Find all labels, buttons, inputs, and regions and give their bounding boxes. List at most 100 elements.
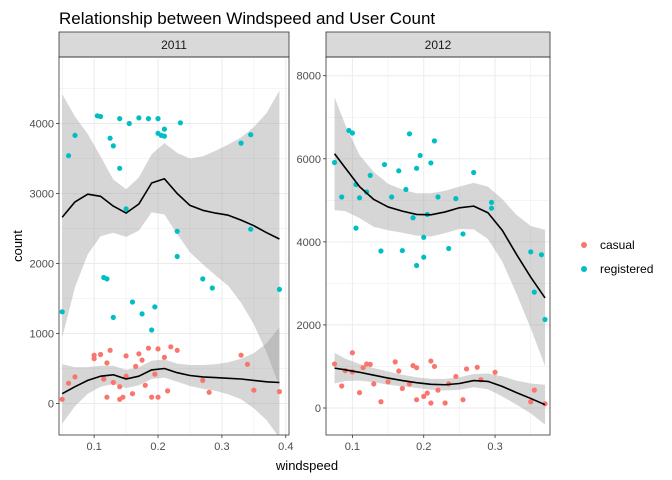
- point-casual: [123, 373, 129, 379]
- smooth-lines-2011: [61, 178, 280, 395]
- y-tick-label: 1000: [30, 329, 54, 341]
- point-registered: [209, 285, 215, 291]
- point-casual: [139, 357, 145, 363]
- y-tick-label: 0: [48, 399, 54, 411]
- point-registered: [161, 133, 168, 139]
- point-casual: [435, 387, 441, 393]
- point-registered: [349, 130, 355, 136]
- point-casual: [531, 387, 537, 393]
- ci-band-casual: [62, 327, 280, 435]
- point-casual: [424, 390, 430, 396]
- point-casual: [142, 382, 148, 388]
- point-casual: [101, 376, 107, 382]
- point-registered: [248, 226, 254, 232]
- point-casual: [349, 350, 355, 356]
- point-casual: [428, 400, 434, 406]
- point-registered: [446, 245, 452, 252]
- point-registered: [528, 249, 534, 255]
- point-registered: [542, 316, 548, 323]
- point-casual: [72, 374, 78, 380]
- points-2012: [331, 127, 548, 407]
- y-tick-label: 4000: [297, 237, 321, 249]
- point-casual: [155, 394, 161, 400]
- point-casual: [331, 361, 338, 367]
- point-registered: [200, 276, 206, 282]
- point-registered: [421, 234, 427, 240]
- points-2011: [59, 113, 283, 402]
- point-casual: [206, 389, 212, 395]
- ribbons-2011: [62, 90, 280, 435]
- point-casual: [97, 351, 104, 358]
- point-registered: [110, 314, 116, 320]
- point-registered: [139, 311, 145, 317]
- point-casual: [396, 368, 402, 374]
- strip-label-2011: 2011: [161, 38, 187, 52]
- x-tick-label: 0.3: [487, 441, 502, 453]
- point-casual: [463, 366, 470, 372]
- point-casual: [385, 379, 391, 385]
- point-casual: [136, 351, 142, 357]
- x-tick-label: 0.1: [345, 441, 360, 453]
- point-registered: [248, 132, 254, 138]
- ci-band-registered: [62, 90, 280, 387]
- y-tick-label: 0: [315, 403, 321, 415]
- point-casual: [244, 361, 251, 367]
- point-casual: [371, 381, 377, 387]
- point-registered: [117, 165, 123, 171]
- point-casual: [460, 397, 466, 403]
- x-tick-label: 0.2: [416, 441, 431, 453]
- point-registered: [396, 168, 402, 174]
- point-registered: [161, 126, 168, 132]
- point-registered: [177, 120, 183, 126]
- point-registered: [435, 194, 441, 200]
- point-registered: [488, 205, 495, 211]
- point-registered: [72, 132, 78, 138]
- panel-2011: 2011 0 1000 2000 3000 4000 0.1 0.2 0.3 0.4: [30, 31, 293, 453]
- point-casual: [360, 365, 366, 371]
- point-registered: [413, 262, 420, 269]
- panel-border-2012: [325, 56, 551, 436]
- point-casual: [431, 363, 438, 370]
- point-registered: [145, 116, 152, 122]
- x-axis-title: windspeed: [275, 458, 338, 473]
- point-casual: [155, 346, 161, 352]
- legend-key-registered: [581, 266, 587, 272]
- point-casual: [378, 399, 384, 405]
- point-casual: [399, 385, 405, 392]
- y-tick-label: 8000: [297, 71, 321, 83]
- point-casual: [238, 352, 244, 358]
- point-registered: [453, 196, 459, 202]
- x-ticks-2011: 0.1 0.2 0.3 0.4: [86, 435, 293, 453]
- point-casual: [152, 371, 158, 377]
- point-registered: [59, 309, 65, 315]
- point-registered: [531, 289, 537, 295]
- point-casual: [474, 364, 480, 370]
- point-registered: [353, 225, 359, 231]
- point-casual: [168, 344, 174, 350]
- point-registered: [136, 115, 142, 121]
- y-tick-label: 2000: [297, 320, 321, 332]
- point-casual: [123, 353, 129, 359]
- point-casual: [367, 361, 373, 367]
- panel-2012: 2012 0 2000 4000 6000 8000 0.1 0.2 0.3: [297, 31, 551, 453]
- point-casual: [117, 384, 123, 390]
- point-registered: [155, 116, 161, 122]
- point-casual: [133, 363, 139, 369]
- point-registered: [389, 194, 395, 200]
- point-registered: [339, 194, 345, 200]
- point-casual: [91, 352, 97, 358]
- point-casual: [413, 397, 420, 403]
- legend-key-casual: [581, 242, 587, 248]
- panel-border-2011: [58, 56, 290, 436]
- point-casual: [421, 393, 427, 399]
- point-registered: [107, 135, 113, 141]
- y-tick-label: 6000: [297, 154, 321, 166]
- point-casual: [492, 369, 498, 375]
- legend: casual registered: [581, 238, 653, 276]
- point-registered: [174, 228, 180, 234]
- point-casual: [528, 399, 534, 405]
- legend-label-casual: casual: [600, 238, 635, 252]
- point-registered: [356, 195, 363, 201]
- y-ticks-2011: 0 1000 2000 3000 4000: [30, 119, 59, 411]
